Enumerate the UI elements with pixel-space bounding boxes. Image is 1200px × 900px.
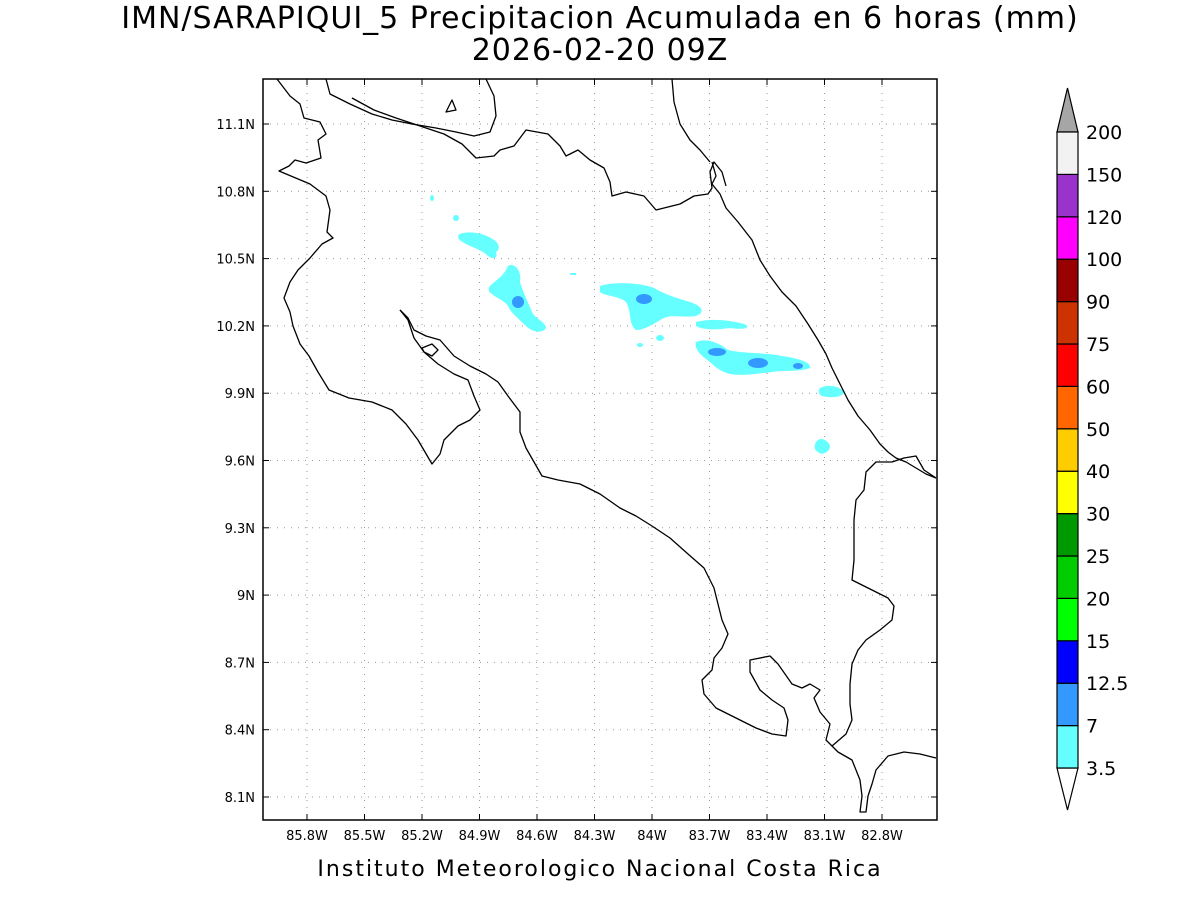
colorbar-label: 20	[1086, 588, 1110, 610]
colorbar-segment	[1056, 597, 1079, 642]
lon-tick-label: 83.1W	[804, 829, 846, 844]
border-nicaragua	[351, 97, 727, 211]
colorbar-segment	[1056, 470, 1079, 515]
colorbar-segment	[1056, 216, 1079, 260]
lake-island	[445, 99, 457, 113]
coastline-ne	[671, 78, 711, 163]
colorbar-segment	[1056, 428, 1079, 472]
colorbar-label: 25	[1086, 546, 1110, 568]
colorbar-segment	[1056, 640, 1079, 684]
map-frame	[262, 78, 938, 821]
precip-area-7	[512, 296, 524, 308]
precip-area-3.5	[570, 273, 576, 275]
precip-area-3.5	[814, 439, 830, 454]
lon-tick-label: 85.5W	[344, 829, 386, 844]
colorbar-segment	[1056, 555, 1079, 600]
lon-tick-label: 85.8W	[286, 829, 328, 844]
precip-area-3.5	[453, 215, 459, 221]
precip-area-3.5	[600, 283, 702, 330]
lat-tick-label: 9.9N	[225, 387, 255, 402]
colorbar-segment	[1056, 343, 1079, 388]
lat-tick-label: 8.4N	[225, 724, 255, 739]
colorbar-label: 15	[1086, 631, 1110, 653]
precip-area-3.5	[656, 335, 664, 341]
lon-tick-label: 85.2W	[401, 829, 443, 844]
lat-tick-label: 9.6N	[225, 455, 255, 470]
lon-tick-label: 84.3W	[574, 829, 616, 844]
colorbar-label: 30	[1086, 504, 1110, 526]
lat-tick-label: 10.8N	[216, 185, 255, 200]
map-valid-time: 2026-02-20 09Z	[471, 33, 729, 68]
coastline	[276, 78, 937, 813]
axis-ticks: 85.8W 85.5W 85.2W 84.9W 84.6W 84.3W 84W 83.7W 83…	[216, 79, 937, 844]
lat-tick-label: 8.1N	[225, 791, 255, 806]
colorbar-segment	[1056, 301, 1079, 345]
colorbar-label: 75	[1086, 334, 1110, 356]
lat-tick-label: 8.7N	[225, 656, 255, 671]
colorbar-segment	[1056, 258, 1079, 303]
lon-tick-label: 84W	[637, 829, 667, 844]
precip-area-3.5	[430, 195, 434, 201]
colorbar-segment	[1056, 131, 1079, 176]
lat-tick-label: 11.1N	[216, 118, 255, 133]
footer-credit: Instituto Meteorologico Nacional Costa R…	[317, 857, 883, 882]
precip-area-3.5	[696, 319, 748, 330]
grid-lines	[263, 79, 937, 820]
precipitation-contours	[430, 195, 844, 454]
colorbar-label: 7	[1086, 716, 1098, 738]
colorbar-segment	[1056, 682, 1079, 727]
colorbar-segment	[1056, 173, 1079, 218]
lat-tick-label: 10.5N	[216, 253, 255, 268]
coastline-bay	[325, 78, 497, 137]
precip-area-3.5	[695, 340, 811, 375]
lat-tick-label: 10.2N	[216, 320, 255, 335]
precip-area-7	[793, 363, 803, 369]
island	[421, 343, 439, 357]
colorbar-segment	[1056, 724, 1079, 769]
colorbar-label: 12.5	[1086, 673, 1128, 695]
colorbar-label: 40	[1086, 461, 1110, 483]
colorbar-under-triangle	[1056, 767, 1079, 811]
colorbar-label: 3.5	[1086, 758, 1116, 780]
precip-area-7	[748, 358, 768, 368]
lat-tick-label: 9N	[237, 589, 255, 604]
lon-tick-label: 83.7W	[689, 829, 731, 844]
lon-tick-label: 82.8W	[861, 829, 903, 844]
precip-area-7	[708, 348, 726, 356]
border-panama	[831, 455, 937, 747]
colorbar-label: 90	[1086, 292, 1110, 314]
precip-area-3.5	[818, 385, 844, 398]
map-title: IMN/SARAPIQUI_5 Precipitacion Acumulada …	[121, 1, 1079, 36]
precip-area-7	[636, 294, 652, 304]
colorbar-label: 50	[1086, 419, 1110, 441]
colorbar: 3.5 7 12.5 15 20 25 30 40 50 60 75 90 100 120 150 200	[1056, 87, 1128, 811]
coastline-north	[276, 78, 481, 465]
colorbar-segment	[1056, 385, 1079, 430]
precip-area-3.5	[637, 343, 643, 347]
lon-tick-label: 84.9W	[459, 829, 501, 844]
colorbar-label: 200	[1086, 122, 1122, 144]
coastline-gulf	[399, 309, 937, 813]
colorbar-label: 120	[1086, 207, 1122, 229]
lon-tick-label: 83.4W	[746, 829, 788, 844]
lat-tick-label: 9.3N	[225, 522, 255, 537]
precip-area-3.5	[458, 232, 499, 259]
lon-tick-label: 84.6W	[516, 829, 558, 844]
colorbar-label: 100	[1086, 249, 1122, 271]
colorbar-label: 150	[1086, 164, 1122, 186]
coastline-caribbean	[711, 161, 937, 479]
colorbar-segment	[1056, 512, 1079, 557]
colorbar-over-triangle	[1056, 87, 1079, 133]
colorbar-label: 60	[1086, 376, 1110, 398]
